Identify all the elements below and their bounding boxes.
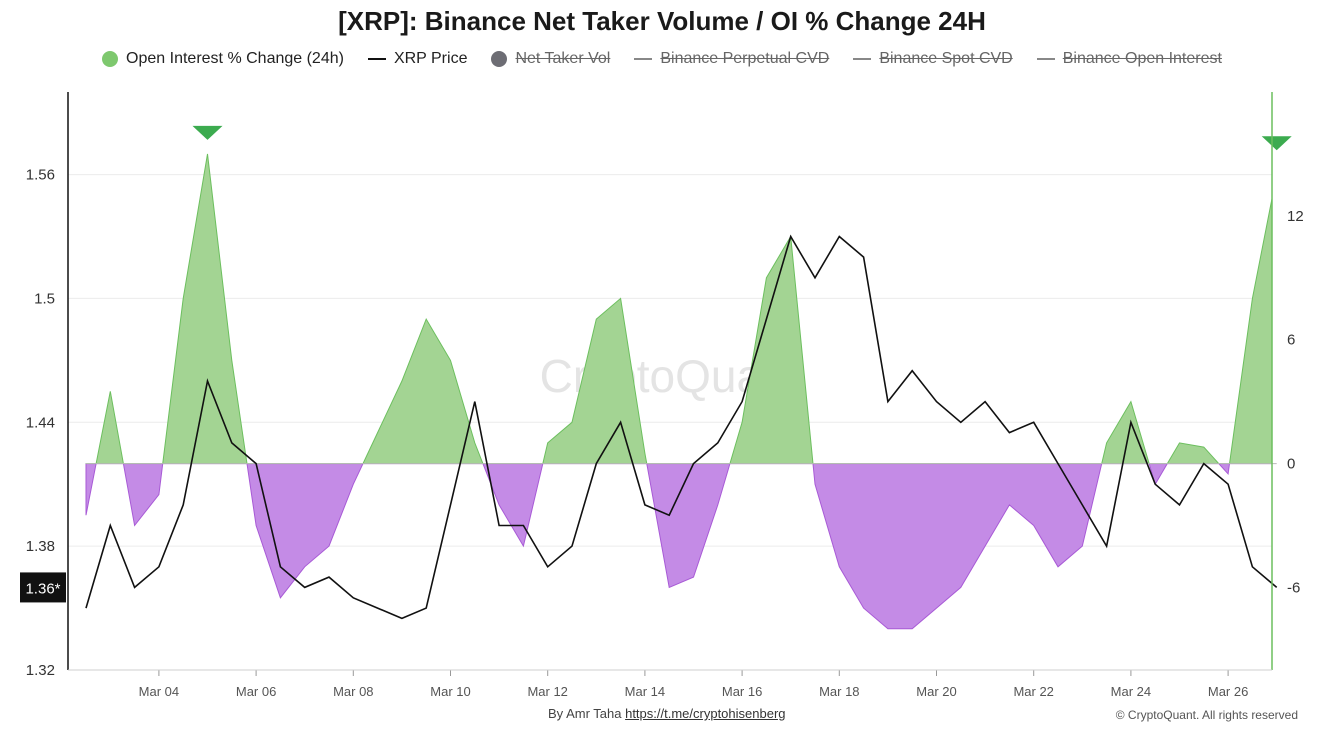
current-price-label: 1.36* <box>25 580 60 597</box>
legend-item-xrp-price[interactable]: XRP Price <box>367 50 468 68</box>
credit-author: By Amr Taha <box>548 706 622 721</box>
y-right-tick-label: 0 <box>1287 456 1295 473</box>
legend-item-perp-cvd[interactable]: Binance Perpetual CVD <box>634 50 829 68</box>
x-tick-label: Mar 12 <box>527 684 567 699</box>
y-left-tick-label: 1.38 <box>26 538 55 555</box>
current-price-badge <box>20 572 66 603</box>
y-left-tick-label: 1.44 <box>26 414 55 431</box>
oi-peak-marker-2 <box>1261 136 1292 151</box>
legend-item-spot-cvd[interactable]: Binance Spot CVD <box>853 50 1013 68</box>
legend-swatch <box>634 58 653 60</box>
oi-area-negative <box>85 463 1272 630</box>
legend-label: XRP Price <box>393 50 468 67</box>
footer-credit: By Amr Taha https://t.me/cryptohisenberg <box>548 706 786 721</box>
x-tick-label: Mar 18 <box>819 684 859 699</box>
oi-area-positive <box>85 153 1272 464</box>
x-tick-label: Mar 16 <box>722 684 762 699</box>
y-right-tick-label: 6 <box>1287 332 1295 349</box>
legend-item-open-interest[interactable]: Binance Open Interest <box>1036 50 1222 68</box>
x-tick-label: Mar 24 <box>1111 684 1151 699</box>
x-tick-label: Mar 06 <box>236 684 276 699</box>
legend-swatch <box>102 51 119 67</box>
legend-swatch <box>491 51 508 67</box>
legend-item-net-taker-vol[interactable]: Net Taker Vol <box>491 50 610 68</box>
legend-label: Binance Open Interest <box>1062 50 1222 67</box>
xrp-price-line <box>85 234 1278 620</box>
y-left-tick-label: 1.32 <box>26 662 55 679</box>
footer-copyright: © CryptoQuant. All rights reserved <box>1115 708 1298 722</box>
x-tick-label: Mar 10 <box>430 684 470 699</box>
legend-label: Open Interest % Change (24h) <box>126 50 344 67</box>
legend: Open Interest % Change (24h) XRP Price N… <box>0 50 1324 68</box>
credit-link[interactable]: https://t.me/cryptohisenberg <box>625 706 786 721</box>
legend-label: Net Taker Vol <box>515 50 611 67</box>
x-tick-label: Mar 04 <box>139 684 179 699</box>
x-tick-label: Mar 08 <box>333 684 373 699</box>
legend-label: Binance Perpetual CVD <box>660 50 830 67</box>
oi-peak-marker-1 <box>192 125 223 140</box>
legend-swatch <box>853 58 872 60</box>
legend-label: Binance Spot CVD <box>879 50 1013 67</box>
x-tick-label: Mar 22 <box>1013 684 1053 699</box>
y-right-tick-label: -6 <box>1287 579 1300 596</box>
y-right-tick-label: 12 <box>1287 208 1304 225</box>
x-tick-label: Mar 14 <box>625 684 665 699</box>
legend-swatch <box>367 58 386 60</box>
y-left-tick-label: 1.5 <box>34 290 55 307</box>
chart-title: [XRP]: Binance Net Taker Volume / OI % C… <box>338 6 986 36</box>
x-tick-label: Mar 20 <box>916 684 956 699</box>
legend-item-oi-change[interactable]: Open Interest % Change (24h) <box>102 50 344 68</box>
x-tick-label: Mar 26 <box>1208 684 1248 699</box>
y-left-tick-label: 1.56 <box>26 167 55 184</box>
legend-swatch <box>1036 58 1055 60</box>
